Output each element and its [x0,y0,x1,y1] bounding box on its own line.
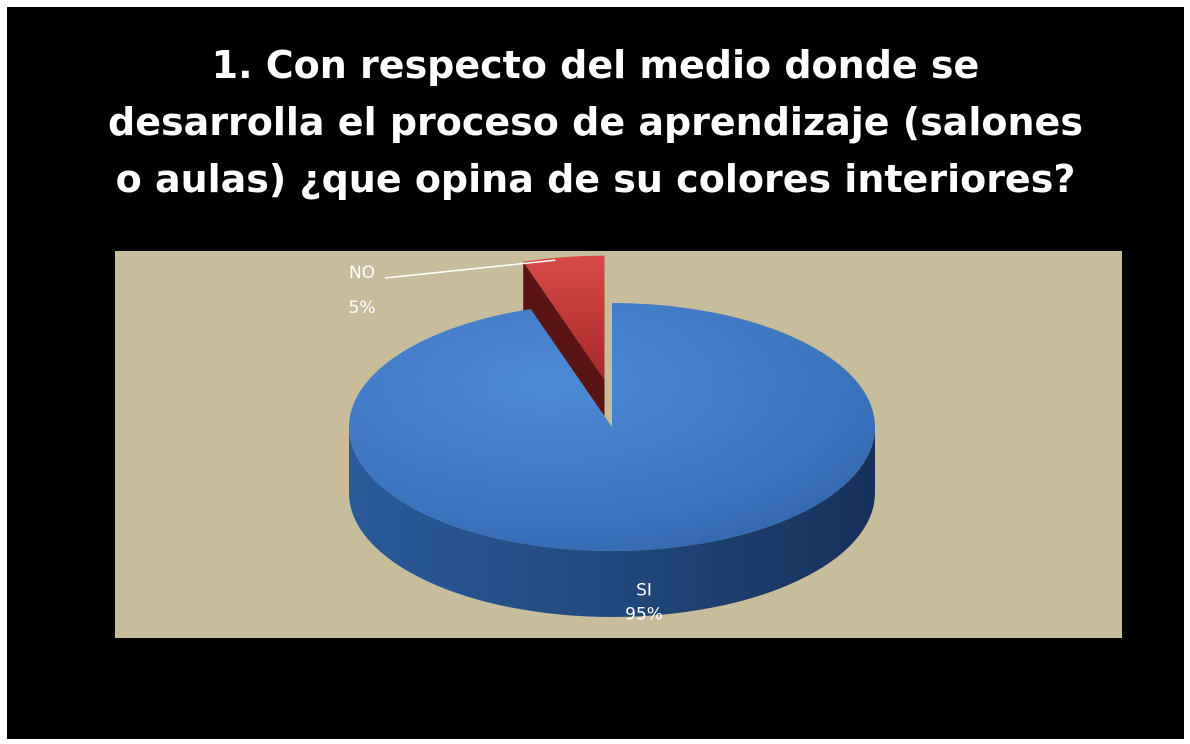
chart-title-line-2: desarrolla el proceso de aprendizaje (sa… [108,100,1083,144]
slide: 1. Con respecto del medio donde se desar… [7,7,1184,739]
chart-title: 1. Con respecto del medio donde se desar… [47,37,1144,208]
chart-area: NO 5% SI 95% [115,251,1122,638]
chart-title-line-1: 1. Con respecto del medio donde se [211,43,980,87]
leader-line [384,259,556,279]
data-label-category: SI [636,580,652,600]
chart-title-line-3: o aulas) ¿que opina de su colores interi… [115,157,1076,201]
data-label-percent: 95% [625,604,663,624]
data-label-percent: 5% [349,298,376,318]
pie-slice-no [523,255,605,380]
pie-chart: NO 5% SI 95% [349,255,875,624]
pie-slice-si [349,303,875,551]
data-label-category: NO [349,263,375,283]
pie-slice-si-side [349,427,875,617]
